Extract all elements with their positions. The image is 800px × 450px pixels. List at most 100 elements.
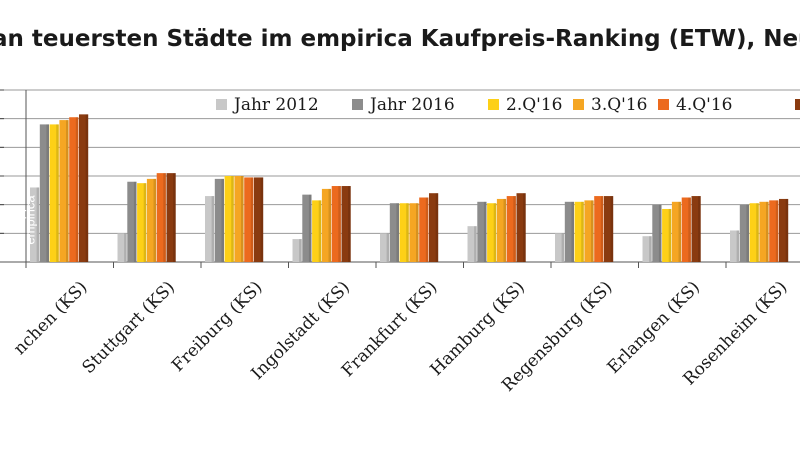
bar-shade	[153, 178, 157, 262]
bar-shade	[133, 181, 137, 262]
bar-shade	[474, 226, 477, 262]
bar	[419, 197, 429, 262]
bar	[429, 193, 439, 262]
bar	[652, 204, 662, 262]
bar	[662, 208, 672, 262]
x-tick-label: Erlangen (KS)	[604, 277, 704, 377]
bar	[642, 236, 652, 262]
bar-shade	[581, 201, 584, 262]
bar	[69, 117, 79, 262]
bar-shade	[649, 236, 652, 262]
bar	[312, 200, 322, 262]
bar	[409, 203, 419, 262]
bar	[30, 187, 40, 262]
chart-title: an teuersten Städte im empirica Kaufprei…	[0, 26, 800, 52]
bar	[321, 188, 332, 262]
bar	[205, 196, 215, 262]
bar	[739, 204, 749, 262]
bar	[399, 203, 409, 262]
bar-shade	[173, 173, 176, 262]
bar	[681, 197, 691, 262]
legend-label: 4.Q'16	[676, 95, 732, 115]
bar-shade	[46, 124, 49, 263]
legend-swatch	[795, 99, 800, 110]
x-tick-label: Stuttgart (KS)	[79, 277, 179, 377]
bar-shade	[348, 186, 351, 262]
bar	[691, 196, 701, 262]
bar	[496, 198, 507, 262]
bar-shade	[318, 200, 322, 262]
bar	[127, 181, 137, 262]
bar-shade	[503, 198, 507, 262]
annotation-empirica: empirica	[23, 195, 38, 245]
bar	[594, 196, 604, 262]
bar	[214, 178, 224, 262]
bar-shade	[386, 233, 390, 262]
bar	[477, 201, 487, 262]
bar-shade	[416, 203, 419, 262]
bar	[389, 203, 399, 262]
bar	[671, 201, 682, 262]
bar	[341, 186, 351, 262]
bar-shade	[785, 198, 789, 262]
bar-shade	[211, 196, 215, 262]
bar-shade	[698, 196, 701, 262]
bar-shade	[571, 201, 574, 262]
legend-swatch	[658, 99, 669, 110]
bar	[604, 196, 614, 262]
bar-shade	[260, 177, 264, 262]
bar-shade	[406, 203, 409, 262]
bar-shade	[600, 196, 604, 262]
legend-label: Jahr 2012	[232, 95, 319, 115]
bar-shade	[143, 183, 147, 262]
x-tick-label: Freiburg (KS)	[168, 277, 266, 375]
bar-shade	[308, 194, 312, 262]
bar-shade	[610, 196, 614, 262]
bar-shade	[775, 200, 779, 262]
bar	[156, 173, 166, 262]
bar	[564, 201, 574, 262]
bar-shade	[75, 117, 79, 262]
bar	[730, 230, 740, 262]
bar	[759, 201, 769, 262]
bar-shade	[328, 188, 332, 262]
bar	[146, 178, 157, 262]
bar	[302, 194, 312, 262]
bar-shade	[124, 233, 127, 262]
bar-shade	[668, 208, 672, 262]
bar	[166, 173, 176, 262]
bar-shade	[221, 178, 224, 262]
bar	[487, 203, 497, 262]
legend-swatch	[216, 99, 227, 110]
bar-shade	[85, 114, 89, 262]
bar	[79, 114, 89, 262]
bar-shade	[36, 187, 40, 262]
bar	[380, 233, 390, 262]
bar	[137, 183, 147, 262]
bar	[516, 193, 526, 262]
bar-shade	[163, 173, 166, 262]
bar	[49, 124, 59, 263]
bar-shade	[231, 176, 234, 262]
bar-shade	[493, 203, 497, 262]
bar-shade	[523, 193, 526, 262]
bar-shade	[241, 176, 244, 262]
bar	[331, 186, 341, 262]
legend-swatch	[488, 99, 499, 110]
bar-shade	[658, 204, 662, 262]
bar-shade	[766, 201, 769, 262]
bar-shade	[688, 197, 691, 262]
bar-shade	[513, 196, 516, 262]
bar	[506, 196, 516, 262]
bar-shade	[56, 124, 59, 263]
bar-shade	[396, 203, 399, 262]
bar	[234, 176, 244, 262]
bar	[39, 124, 49, 263]
legend-label: 2.Q'16	[506, 95, 562, 115]
bar-shade	[250, 177, 254, 262]
bar	[117, 233, 127, 262]
bar	[59, 120, 69, 262]
bar-shade	[561, 233, 565, 262]
